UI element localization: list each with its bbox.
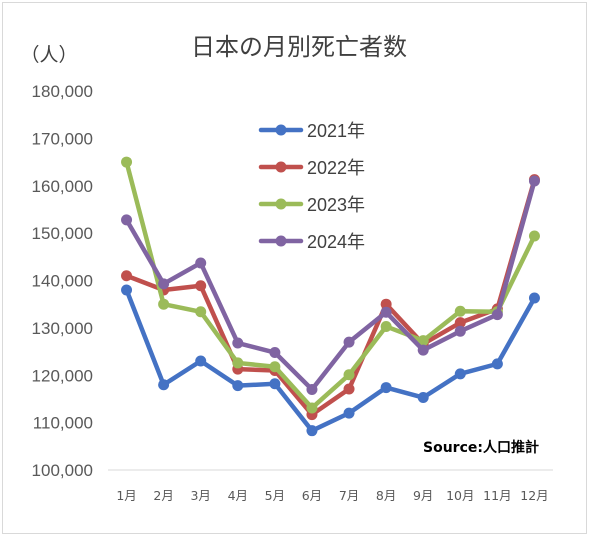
data-point: [121, 214, 133, 226]
y-tick-label: 150,000: [32, 224, 93, 243]
data-point: [195, 257, 207, 269]
legend-swatch-marker: [275, 161, 287, 173]
legend-item: 2023年: [258, 195, 365, 215]
x-tick-label: 4月: [228, 488, 248, 503]
data-point: [121, 284, 133, 296]
series-line: [124, 287, 537, 433]
y-axis-ticks: 100,000 110,000 120,000 130,000 140,000 150,0…: [32, 82, 93, 480]
legend: 2021年 2022年 2023年 2024年: [258, 121, 365, 252]
series-line: [124, 178, 537, 392]
series-group: [121, 156, 540, 437]
data-point: [306, 383, 318, 395]
data-point: [306, 402, 318, 414]
data-point: [454, 317, 466, 329]
data-point: [158, 278, 170, 290]
x-tick-label: 1月: [116, 488, 136, 503]
data-point: [417, 344, 429, 356]
data-point: [121, 270, 133, 282]
x-tick-label: 11月: [483, 488, 511, 503]
data-point: [380, 306, 392, 318]
y-tick-label: 170,000: [32, 129, 93, 148]
x-tick-label: 6月: [302, 488, 322, 503]
data-point: [232, 337, 244, 349]
data-point: [343, 369, 355, 381]
x-tick-label: 5月: [265, 488, 285, 503]
y-tick-label: 160,000: [32, 177, 93, 196]
data-point: [528, 175, 540, 187]
data-point: [158, 298, 170, 310]
line-chart: 日本の月別死亡者数 （人） 100,000 110,000 120,000 130,0…: [20, 33, 553, 503]
legend-label: 2024年: [307, 232, 365, 252]
source-label: Source:人口推計: [423, 439, 539, 456]
data-point: [491, 358, 503, 370]
x-tick-label: 12月: [520, 488, 548, 503]
data-point: [232, 380, 244, 392]
data-point: [306, 425, 318, 437]
x-tick-label: 10月: [446, 488, 474, 503]
data-point: [380, 298, 392, 310]
legend-swatch-marker: [275, 235, 287, 247]
data-point: [195, 280, 207, 292]
x-tick-label: 3月: [190, 488, 210, 503]
y-tick-label: 120,000: [32, 366, 93, 385]
series-line: [124, 177, 537, 417]
data-point: [528, 292, 540, 304]
y-tick-label: 180,000: [32, 82, 93, 101]
data-point: [380, 382, 392, 394]
data-point: [343, 383, 355, 395]
data-point: [343, 407, 355, 419]
y-tick-label: 100,000: [32, 461, 93, 480]
legend-item: 2024年: [258, 232, 365, 252]
x-axis-ticks: 1月 2月 3月 4月 5月 6月 7月 8月 9月 10月 11月 12月: [116, 488, 548, 503]
y-tick-label: 130,000: [32, 319, 93, 338]
series-3: [121, 156, 540, 414]
data-point: [343, 336, 355, 348]
legend-item: 2021年: [258, 121, 365, 141]
data-point: [232, 357, 244, 369]
legend-label: 2021年: [307, 121, 365, 141]
series-4: [121, 175, 540, 395]
x-tick-label: 9月: [413, 488, 433, 503]
y-tick-label: 140,000: [32, 272, 93, 291]
data-point: [454, 325, 466, 337]
data-point: [121, 156, 133, 168]
data-point: [269, 347, 281, 359]
series-line: [124, 159, 537, 411]
data-point: [454, 305, 466, 317]
data-point: [528, 230, 540, 242]
data-point: [158, 379, 170, 391]
data-point: [491, 309, 503, 321]
chart-title: 日本の月別死亡者数: [191, 33, 407, 61]
x-tick-label: 8月: [376, 488, 396, 503]
data-point: [380, 320, 392, 332]
data-point: [417, 392, 429, 404]
legend-item: 2022年: [258, 158, 365, 178]
series-1: [121, 284, 540, 437]
data-point: [417, 335, 429, 347]
legend-label: 2023年: [307, 195, 365, 215]
data-point: [269, 361, 281, 373]
y-axis-unit-label: （人）: [20, 44, 77, 66]
x-tick-label: 2月: [153, 488, 173, 503]
data-point: [454, 368, 466, 380]
legend-label: 2022年: [307, 158, 365, 178]
y-tick-label: 110,000: [33, 414, 93, 433]
data-point: [269, 378, 281, 390]
legend-swatch-marker: [275, 124, 287, 136]
legend-swatch-marker: [275, 198, 287, 210]
data-point: [195, 355, 207, 367]
x-tick-label: 7月: [339, 488, 359, 503]
data-point: [195, 306, 207, 318]
